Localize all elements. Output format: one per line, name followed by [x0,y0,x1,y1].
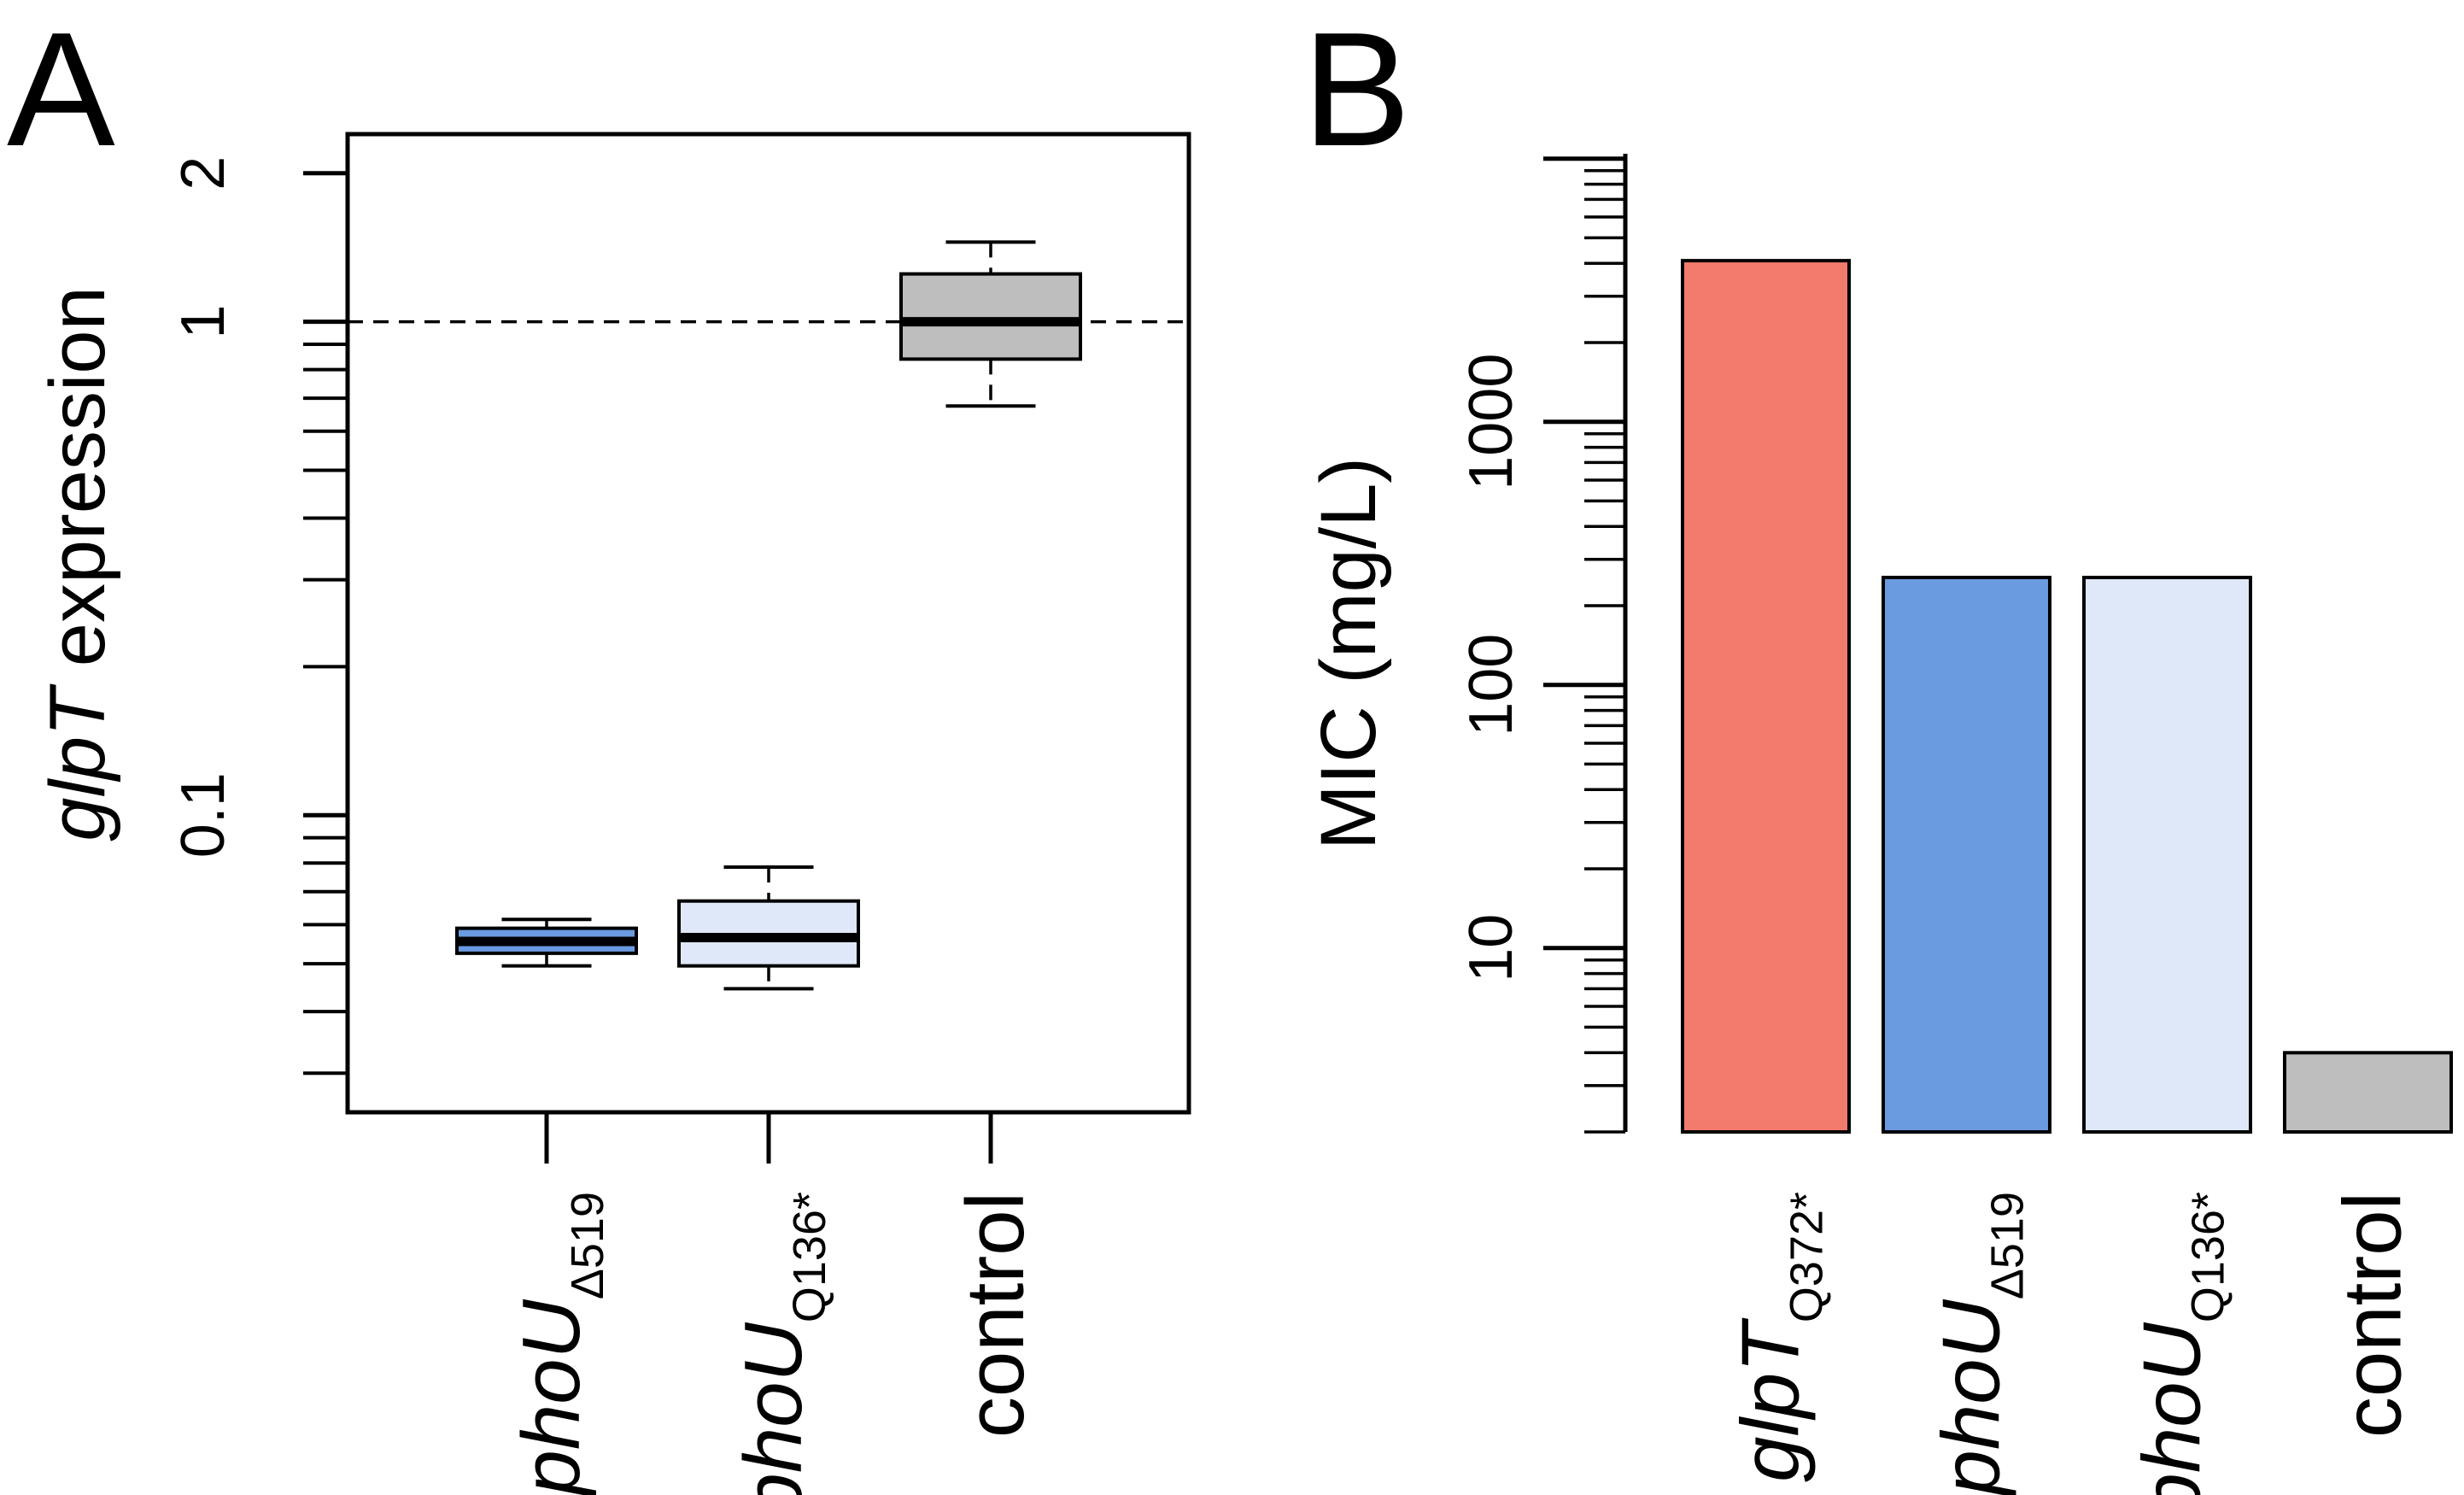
a-y-tick-label: 2 [169,156,237,191]
a-box-0 [455,918,638,968]
b-bar-0 [1681,259,1851,1134]
panel-b-y-axis-title: MIC (mg/L) [1305,457,1392,850]
panel-a-boxes [348,240,1189,991]
b-x-label-1: phoUΔ519 [1926,1192,2034,1495]
a-box-iqr [899,272,1082,361]
a-x-label-2: control [950,1192,1041,1438]
panel-b-letter: B [1302,0,1411,180]
a-box-2 [899,240,1082,408]
b-x-label-3: control [2327,1192,2419,1438]
b-bar-3 [2283,1051,2453,1134]
b-y-tick-label: 100 [1457,634,1525,736]
panel-a-y-axis: 210.1 [169,156,348,1076]
a-y-tick-label: 1 [169,305,237,339]
panel-b-y-axis: 10 100 1000 [1457,154,1628,1134]
b-y-tick-label: 10 [1457,914,1525,982]
b-x-label-0: glpTQ372* [1725,1192,1833,1482]
a-y-tick-label: 0.1 [169,772,237,858]
panel-a-x-axis: phoUΔ519 phoUQ136* control [506,1112,1041,1495]
panel-b-bars [1681,259,2453,1134]
panel-b: B 10 100 1000 glpTQ372* phoUΔ519 phoUQ136* co… [1302,0,2453,1495]
b-bar-2 [2082,575,2252,1134]
panel-a-y-axis-title: glpT expression [34,286,121,841]
a-box-1 [677,865,860,991]
panel-b-x-axis: glpTQ372* phoUΔ519 phoUQ136* control [1725,1192,2419,1495]
b-bar-1 [1882,575,2051,1134]
a-x-label-1: phoUQ136* [728,1192,835,1495]
a-x-label-0: phoUΔ519 [506,1192,613,1495]
b-y-tick-label: 1000 [1457,354,1525,490]
b-x-label-2: phoUQ136* [2127,1192,2234,1495]
panel-a-letter: A [7,0,115,180]
